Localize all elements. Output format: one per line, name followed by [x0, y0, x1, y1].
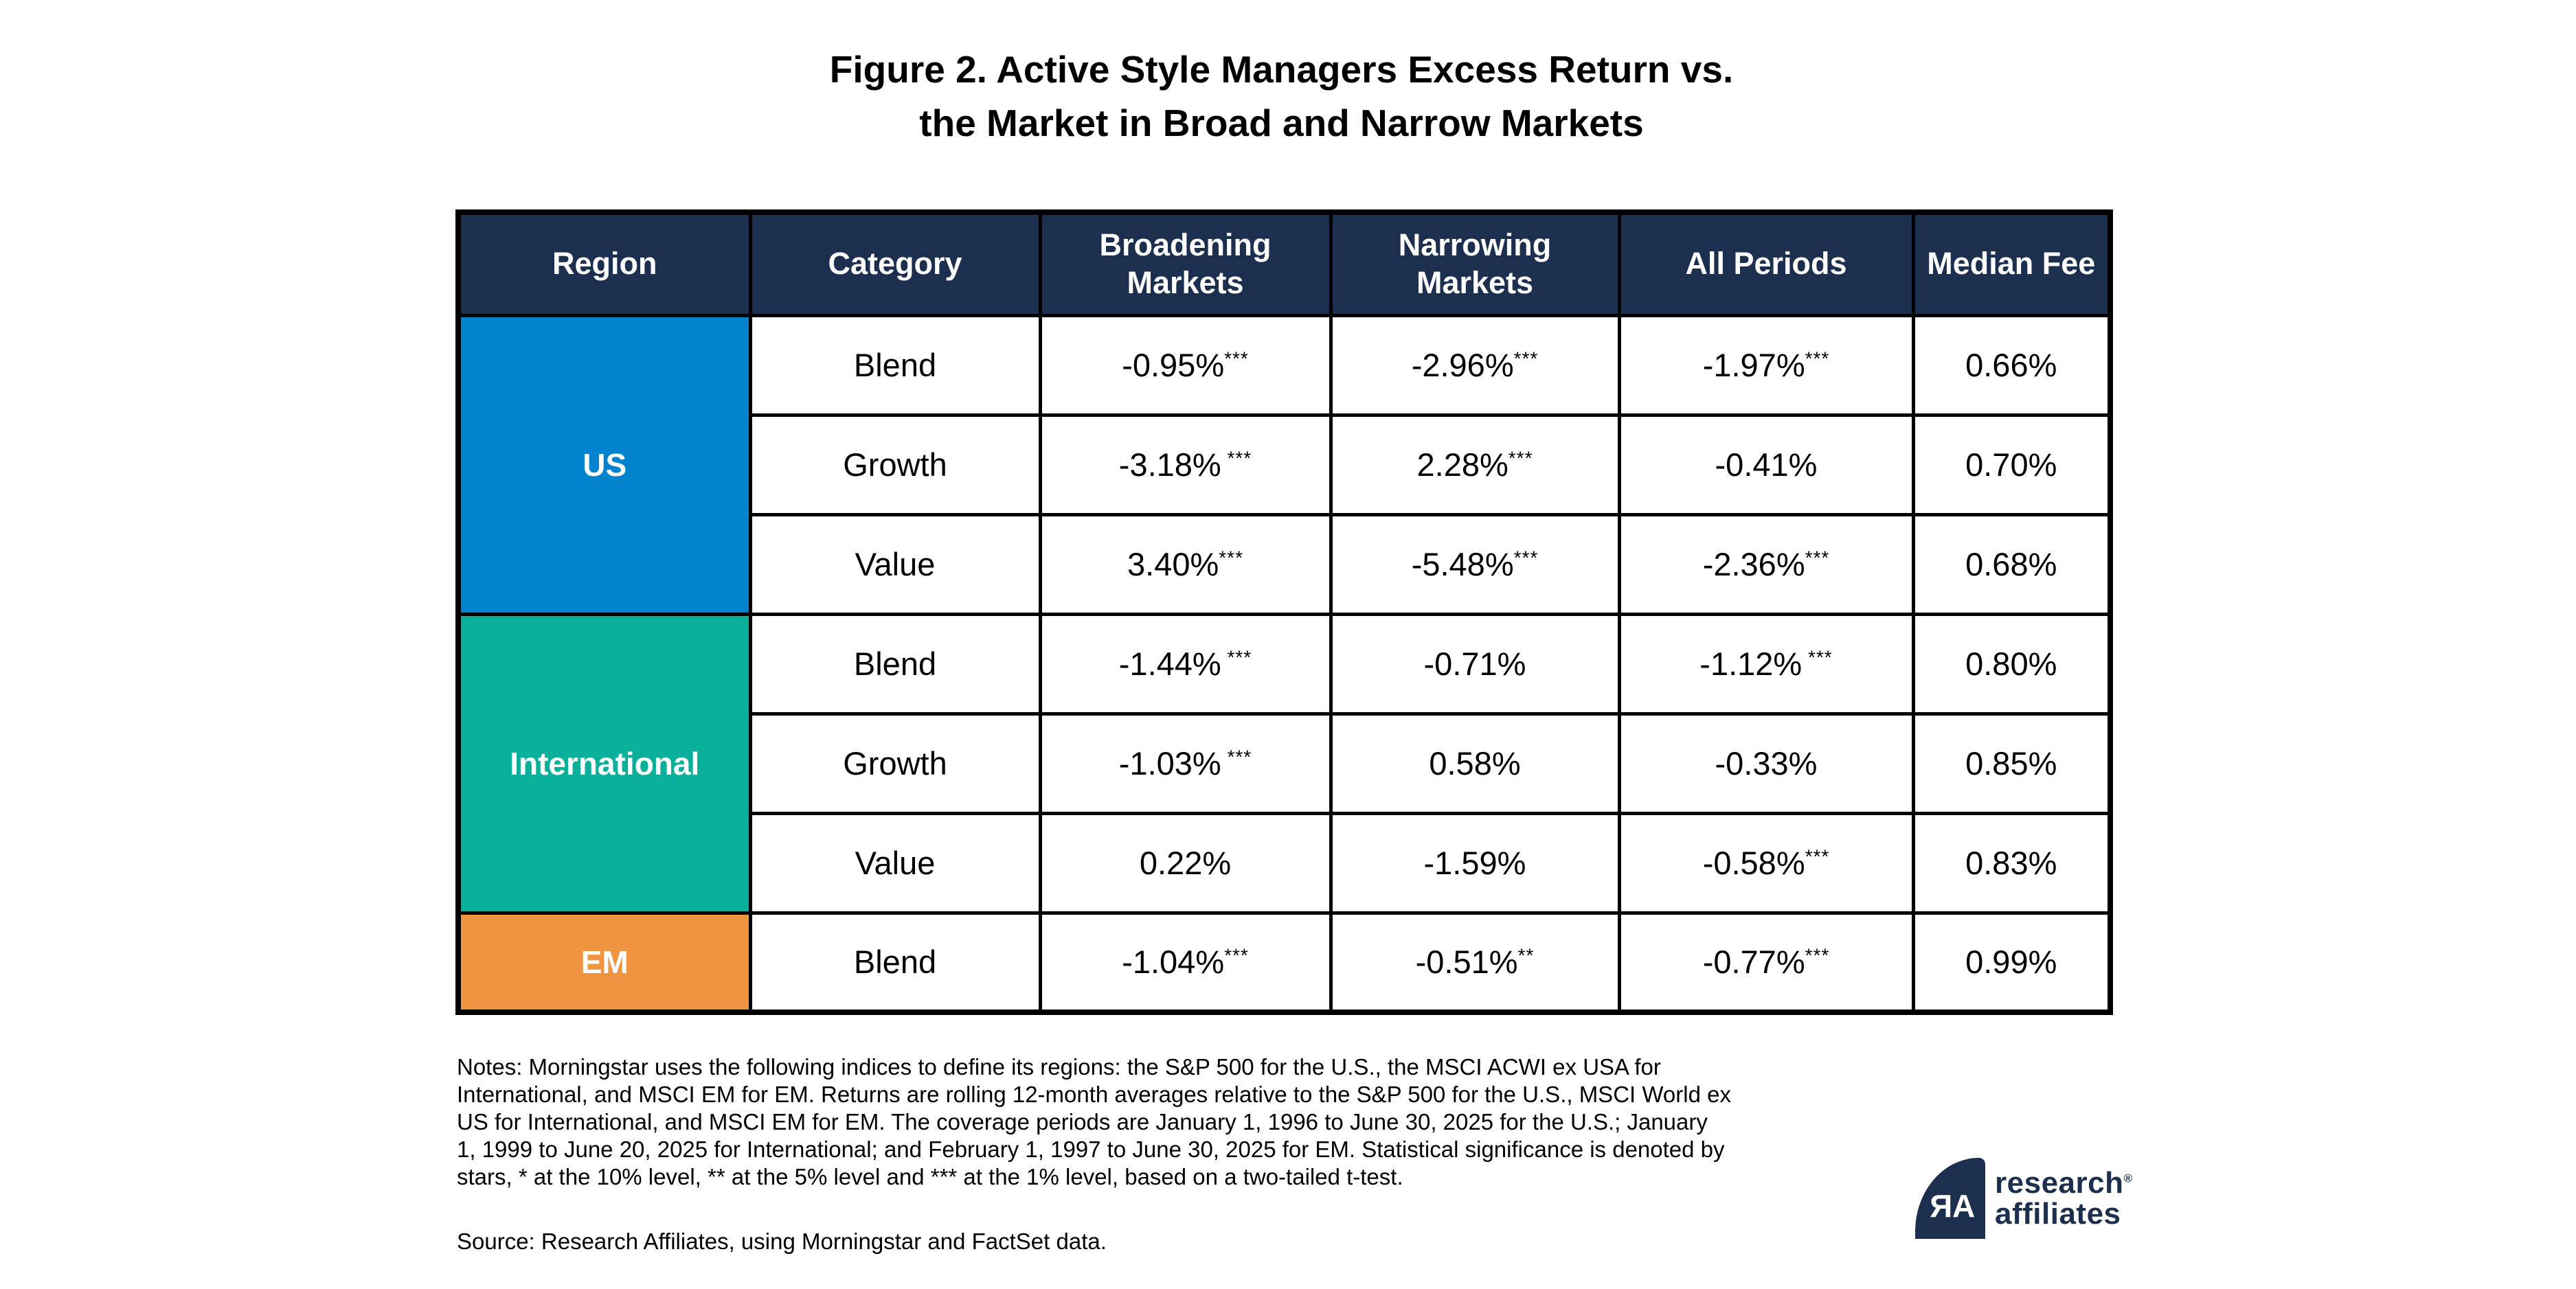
value-cell: 3.40%***: [1038, 512, 1333, 616]
value-cell: -1.59%: [1329, 811, 1621, 915]
region-cell-international: International: [456, 612, 752, 915]
logo-word-research: research: [1995, 1165, 2124, 1200]
figure-title-line1: Figure 2. Active Style Managers Excess R…: [829, 48, 1734, 91]
value-cell: -1.97%***: [1617, 313, 1915, 417]
significance-stars: ***: [1802, 646, 1833, 668]
region-cell-us: US: [456, 313, 752, 616]
table-row: Growth -1.03% *** 0.58% -0.33% 0.85%: [458, 711, 2112, 815]
value-cell: -5.48%***: [1329, 512, 1621, 616]
ra-monogram-icon: RA: [1915, 1157, 1985, 1239]
value-cell: -1.44% ***: [1038, 612, 1333, 716]
value-cell: -0.41%: [1617, 413, 1915, 516]
category-cell: Value: [748, 811, 1042, 915]
significance-stars: ***: [1513, 547, 1539, 569]
table-row: US Blend -0.95%*** -2.96%*** -1.97%*** 0…: [456, 313, 2112, 616]
logo-monogram-r: R: [1934, 1187, 1952, 1224]
value-cell: -1.04%***: [1038, 911, 1333, 1014]
significance-stars: ***: [1805, 347, 1830, 369]
registered-trademark-icon: ®: [2123, 1171, 2133, 1185]
logo-wordmark: research® affiliates: [1995, 1167, 2133, 1229]
header-row: Region Category Broadening Markets Narro…: [456, 210, 2112, 317]
value-cell: 0.58%: [1329, 711, 1621, 815]
logo-monogram-a: A: [1952, 1187, 1975, 1224]
col-header-broadening-markets: Broadening Markets: [1038, 210, 1333, 317]
col-header-median-fee: Median Fee: [1911, 210, 2112, 317]
category-cell: Blend: [748, 612, 1042, 716]
value-cell: -0.58%***: [1617, 811, 1915, 915]
source-text: Source: Research Affiliates, using Morni…: [457, 1229, 1107, 1254]
value-cell: 2.28%***: [1329, 413, 1621, 516]
median-fee-cell: 0.66%: [1911, 313, 2112, 417]
value-cell: 0.22%: [1038, 811, 1333, 915]
median-fee-cell: 0.83%: [1911, 811, 2112, 915]
col-header-all-periods: All Periods: [1617, 210, 1915, 317]
table-row: Growth -3.18% *** 2.28%*** -0.41% 0.70%: [458, 413, 2112, 516]
significance-stars: ***: [1805, 845, 1830, 867]
significance-stars: ***: [1805, 944, 1830, 966]
median-fee-cell: 0.80%: [1911, 612, 2112, 716]
significance-stars: ***: [1805, 547, 1830, 569]
value-cell: -2.36%***: [1617, 512, 1915, 616]
figure-title-line2: the Market in Broad and Narrow Markets: [919, 102, 1644, 144]
col-header-narrowing-markets: Narrowing Markets: [1329, 210, 1621, 317]
figure-title: Figure 2. Active Style Managers Excess R…: [455, 43, 2108, 150]
value-cell: -2.96%***: [1329, 313, 1621, 417]
table-row: Value 0.22% -1.59% -0.58%*** 0.83%: [458, 811, 2112, 915]
significance-stars: ***: [1513, 347, 1539, 369]
category-cell: Growth: [748, 413, 1042, 516]
value-cell: -0.51%**: [1329, 911, 1621, 1014]
significance-stars: ***: [1221, 646, 1252, 668]
table-row: Value 3.40%*** -5.48%*** -2.36%*** 0.68%: [458, 512, 2112, 616]
value-cell: -0.71%: [1329, 612, 1621, 716]
significance-stars: ***: [1221, 746, 1252, 768]
category-cell: Blend: [748, 313, 1042, 417]
significance-stars: ***: [1508, 447, 1533, 469]
col-header-category: Category: [748, 210, 1042, 317]
table-row: EM Blend -1.04%*** -0.51%** -0.77%*** 0.…: [456, 911, 2112, 1014]
significance-stars: ***: [1219, 547, 1243, 569]
value-cell: -1.03% ***: [1038, 711, 1333, 815]
median-fee-cell: 0.85%: [1911, 711, 2112, 815]
median-fee-cell: 0.68%: [1911, 512, 2112, 616]
value-cell: -0.77%***: [1617, 911, 1915, 1014]
data-table: Region Category Broadening Markets Narro…: [455, 209, 2113, 1015]
value-cell: -3.18% ***: [1038, 413, 1333, 516]
median-fee-cell: 0.99%: [1911, 911, 2112, 1014]
col-header-region: Region: [456, 210, 752, 317]
value-cell: -0.95%***: [1038, 313, 1333, 417]
table-row: International Blend -1.44% *** -0.71% -1…: [456, 612, 2112, 915]
notes-text: Notes: Morningstar uses the following in…: [457, 1054, 1731, 1189]
significance-stars: ***: [1221, 447, 1252, 469]
significance-stars: ***: [1224, 944, 1249, 966]
median-fee-cell: 0.70%: [1911, 413, 2112, 516]
significance-stars: ***: [1224, 347, 1249, 369]
category-cell: Value: [748, 512, 1042, 616]
category-cell: Blend: [748, 911, 1042, 1014]
region-cell-em: EM: [456, 911, 752, 1014]
value-cell: -0.33%: [1617, 711, 1915, 815]
category-cell: Growth: [748, 711, 1042, 815]
research-affiliates-logo: RA research® affiliates: [1915, 1155, 2132, 1241]
logo-word-affiliates: affiliates: [1995, 1196, 2121, 1231]
value-cell: -1.12% ***: [1617, 612, 1915, 716]
significance-stars: **: [1517, 944, 1535, 966]
